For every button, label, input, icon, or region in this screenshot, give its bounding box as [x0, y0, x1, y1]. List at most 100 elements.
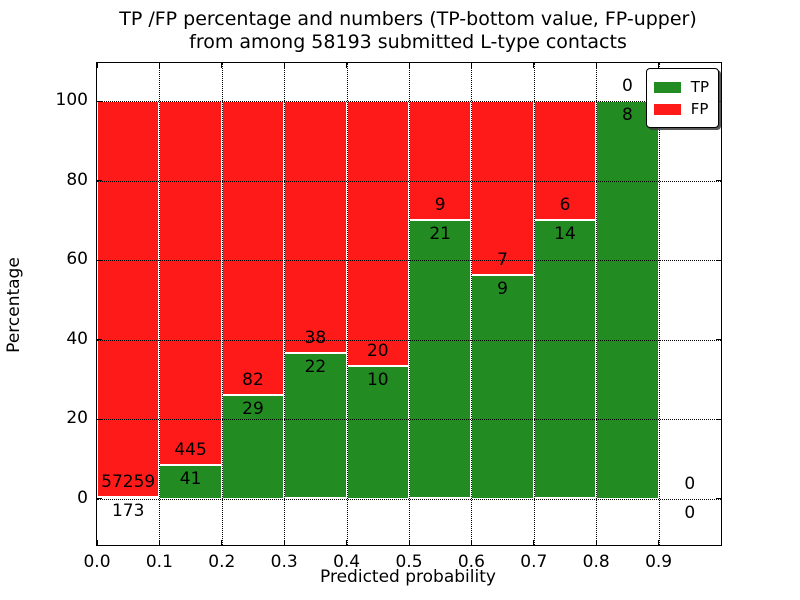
gridline [409, 63, 410, 545]
y-tick-mark [97, 259, 102, 261]
y-tick-label: 20 [66, 408, 88, 429]
bar-tp-segment [346, 366, 409, 499]
chart-title-line2: from among 58193 submitted L-type contac… [189, 31, 627, 53]
x-axis-label: Predicted probability [320, 567, 496, 587]
y-tick-mark [716, 259, 721, 261]
x-tick-mark [408, 540, 410, 545]
bar-fp-segment [97, 101, 160, 498]
tp-count-label: 14 [554, 224, 576, 245]
bar-fp-segment [533, 101, 597, 221]
legend-label-tp: TP [690, 78, 709, 96]
fp-count-label: 57259 [101, 472, 156, 493]
y-tick-label: 60 [66, 249, 88, 270]
fp-count-label: 20 [366, 341, 389, 362]
legend-swatch-fp [653, 103, 681, 115]
y-tick-label: 0 [77, 487, 88, 508]
x-tick-mark [158, 540, 160, 545]
x-tick-mark [533, 63, 535, 68]
gridline [346, 63, 348, 545]
x-tick-label: 0.4 [333, 552, 361, 572]
tp-count-label: 8 [621, 105, 633, 126]
y-tick-mark [716, 498, 721, 499]
chart-title: TP /FP percentage and numbers (TP-bottom… [96, 8, 720, 54]
bar-tp-segment [596, 101, 659, 499]
gridline [533, 63, 535, 545]
x-tick-label: 0.0 [83, 552, 111, 572]
tp-count-label: 21 [429, 224, 452, 245]
fp-count-label: 0 [621, 76, 633, 97]
gridline [97, 180, 721, 182]
gridline [471, 63, 473, 545]
y-tick-mark [97, 498, 102, 499]
x-tick-mark [346, 540, 348, 545]
fp-count-label: 9 [434, 195, 446, 216]
legend-item-tp: TP [653, 78, 709, 96]
x-tick-label: 0.5 [395, 552, 423, 572]
x-tick-label: 0.8 [582, 552, 610, 572]
bar-fp-segment [471, 101, 534, 275]
y-tick-label: 80 [66, 169, 88, 190]
bar-fp-segment [221, 101, 285, 395]
x-tick-mark [96, 63, 98, 68]
x-tick-mark [346, 63, 348, 68]
x-tick-mark [283, 63, 285, 68]
fp-count-label: 6 [559, 195, 571, 216]
x-tick-mark [595, 540, 597, 545]
tp-count-label: 29 [242, 398, 264, 419]
x-tick-mark [470, 63, 472, 68]
gridline [658, 63, 660, 545]
x-tick-mark [221, 540, 223, 545]
x-tick-mark [658, 63, 660, 68]
x-tick-label: 0.3 [270, 552, 298, 572]
y-tick-label: 40 [66, 328, 88, 349]
y-axis-label: Percentage [4, 257, 24, 353]
gridline [221, 63, 223, 545]
gridline [97, 339, 721, 341]
fp-count-label: 445 [174, 439, 207, 460]
tp-count-label: 173 [111, 501, 145, 522]
gridline [596, 63, 598, 545]
tp-count-label: 9 [497, 278, 509, 299]
gridline [97, 260, 721, 262]
y-tick-mark [97, 339, 102, 341]
gridline [97, 101, 721, 103]
gridline [97, 419, 721, 421]
plot-area: TP FP 57259 173 445 41 82 29 38 22 20 10 9 21 7 9 6 14 0… [83, 62, 722, 572]
legend-item-fp: FP [653, 100, 709, 118]
tp-count-label: 0 [684, 502, 696, 523]
x-tick-label: 0.2 [208, 552, 236, 572]
tp-count-label: 22 [304, 356, 327, 377]
x-tick-label: 0.9 [645, 552, 673, 572]
chart-title-line1: TP /FP percentage and numbers (TP-bottom… [119, 8, 697, 30]
x-tick-mark [408, 63, 410, 68]
x-tick-label: 0.6 [457, 552, 485, 572]
y-tick-mark [716, 418, 721, 420]
x-tick-mark [158, 63, 160, 68]
fp-count-label: 0 [684, 473, 696, 494]
y-tick-mark [97, 180, 102, 182]
fp-count-label: 38 [304, 327, 327, 348]
x-tick-mark [595, 63, 597, 68]
x-tick-mark [470, 540, 472, 545]
fp-count-label: 82 [242, 369, 264, 390]
bar-tp-segment [409, 220, 472, 499]
bar-tp-segment [284, 352, 347, 499]
y-tick-mark [716, 180, 721, 182]
y-tick-mark [716, 339, 721, 341]
x-tick-label: 0.1 [145, 552, 173, 572]
legend-swatch-tp [653, 81, 681, 93]
x-tick-label: 0.7 [520, 552, 548, 572]
tp-count-label: 41 [179, 468, 202, 489]
x-tick-mark [96, 540, 98, 545]
gridline [159, 63, 161, 545]
bar-tp-segment [533, 220, 597, 499]
x-tick-mark [658, 540, 660, 545]
fp-count-label: 7 [497, 249, 509, 270]
tp-count-label: 10 [366, 370, 389, 391]
bar-fp-segment [159, 101, 222, 465]
x-tick-mark [221, 63, 223, 68]
x-tick-mark [283, 540, 285, 545]
x-tick-mark [533, 540, 535, 545]
y-tick-mark [97, 100, 102, 102]
